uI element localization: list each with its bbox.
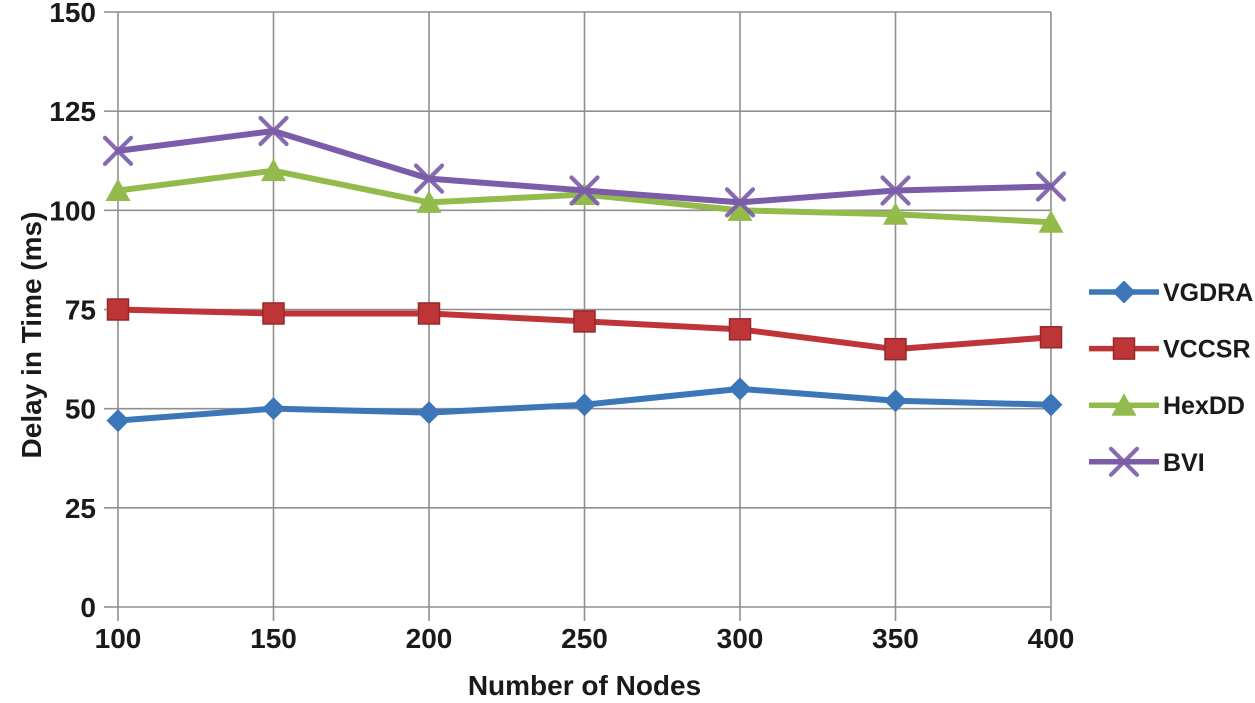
- x-marker: [880, 175, 911, 206]
- diamond-marker: [884, 389, 907, 413]
- triangle-marker: [1111, 393, 1137, 416]
- diamond-marker: [417, 401, 441, 425]
- legend-label-bvi: BVI: [1163, 449, 1205, 477]
- x-marker: [724, 187, 756, 218]
- legend-label-hexdd: HexDD: [1163, 392, 1245, 420]
- square-marker: [417, 302, 441, 325]
- x-tick-label: 100: [95, 623, 142, 654]
- legend-label-vgdra: VGDRA: [1163, 279, 1253, 307]
- triangle-marker: [416, 190, 442, 213]
- y-tick-label: 25: [65, 493, 96, 524]
- y-tick-label: 125: [49, 96, 96, 127]
- diamond-marker: [106, 409, 130, 433]
- x-tick-label: 250: [561, 623, 608, 654]
- x-marker: [1108, 446, 1140, 477]
- triangle-marker: [1038, 210, 1064, 233]
- triangle-marker: [727, 198, 753, 221]
- diamond-marker: [573, 393, 596, 417]
- diamond-marker: [1039, 393, 1063, 417]
- x-tick-label: 200: [406, 623, 453, 654]
- legend-label-vccsr: VCCSR: [1163, 336, 1251, 364]
- x-marker: [1035, 171, 1067, 202]
- square-marker: [884, 337, 907, 361]
- x-tick-label: 350: [872, 623, 919, 654]
- y-tick-label: 0: [80, 592, 96, 623]
- y-tick-label: 100: [49, 195, 96, 226]
- square-marker: [728, 318, 752, 341]
- y-tick-label: 150: [49, 0, 96, 28]
- x-marker: [258, 115, 289, 147]
- diamond-marker: [262, 397, 285, 421]
- square-marker: [106, 298, 130, 321]
- square-marker: [1039, 326, 1063, 349]
- x-tick-label: 300: [717, 623, 764, 654]
- x-marker: [102, 135, 134, 166]
- x-marker: [569, 175, 600, 206]
- x-axis-title: Number of Nodes: [467, 670, 702, 701]
- square-marker: [262, 302, 285, 325]
- x-tick-label: 150: [250, 623, 297, 654]
- y-tick-label: 75: [65, 295, 96, 326]
- diamond-marker: [1112, 280, 1136, 304]
- square-marker: [1112, 337, 1136, 360]
- triangle-marker: [883, 202, 908, 225]
- triangle-marker: [261, 158, 286, 182]
- x-marker: [413, 163, 445, 194]
- triangle-marker: [105, 178, 131, 201]
- y-tick-label: 50: [65, 394, 96, 425]
- y-axis-title: Delay in Time (ms): [16, 211, 47, 459]
- x-tick-label: 400: [1028, 623, 1075, 654]
- square-marker: [573, 310, 596, 333]
- diamond-marker: [728, 377, 752, 401]
